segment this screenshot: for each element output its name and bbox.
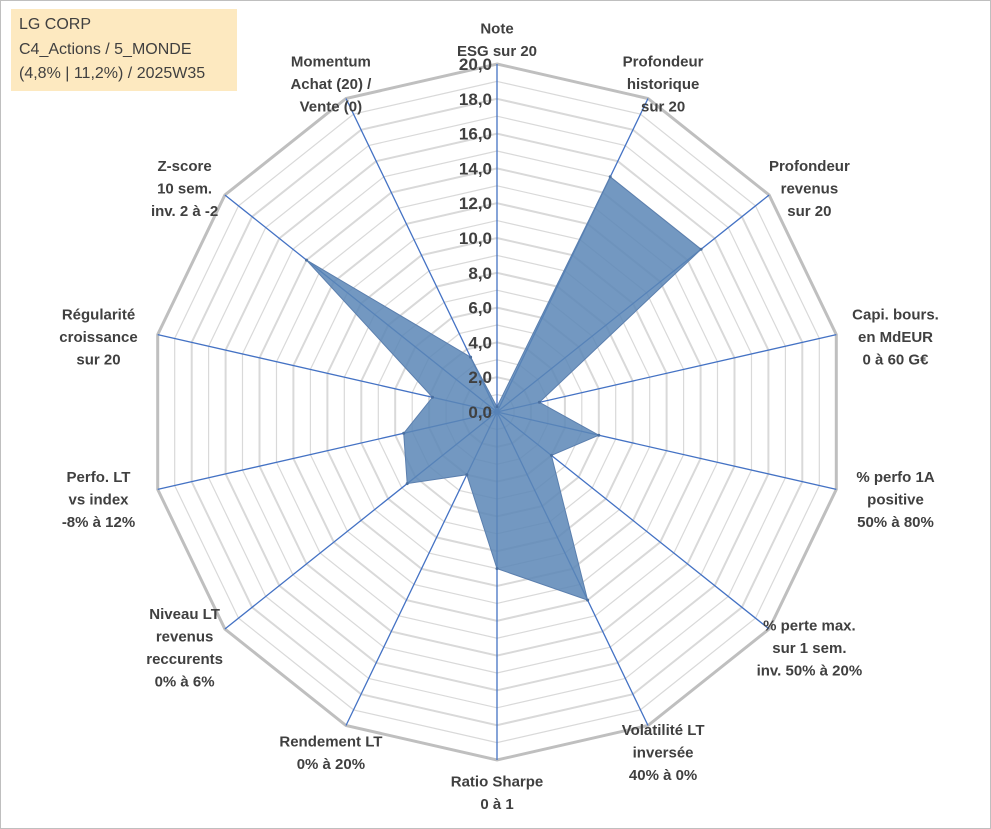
axis-label: Ratio Sharpe 0 à 1 bbox=[451, 774, 544, 814]
series-point bbox=[586, 598, 590, 602]
series-point bbox=[469, 355, 473, 359]
axis-label: Z-score 10 sem. inv. 2 à -2 bbox=[151, 158, 218, 220]
tick-label: 6,0 bbox=[468, 299, 492, 318]
axis-label: Régularité croissance sur 20 bbox=[59, 307, 137, 369]
tick-label: 18,0 bbox=[459, 90, 492, 109]
info-box: LG CORP C4_Actions / 5_MONDE (4,8% | 11,… bbox=[11, 9, 237, 91]
info-category: C4_Actions / 5_MONDE bbox=[19, 40, 192, 58]
tick-label: 8,0 bbox=[468, 264, 492, 283]
tick-label: 10,0 bbox=[459, 229, 492, 248]
axis-label: Note ESG sur 20 bbox=[457, 21, 537, 61]
series-point bbox=[402, 431, 406, 435]
tick-label: 2,0 bbox=[468, 368, 492, 387]
series-point bbox=[549, 453, 553, 457]
spoke-line bbox=[496, 333, 837, 413]
radar-series bbox=[305, 175, 703, 602]
axis-label: % perfo 1A positive 50% à 80% bbox=[856, 469, 935, 531]
axis-label: Profondeur historique sur 20 bbox=[623, 54, 704, 116]
axis-label: Profondeur revenus sur 20 bbox=[769, 158, 850, 220]
radial-tick-labels: 0,0 2,0 4,0 6,0 8,0 10,0 12,0 14,0 16,0 18,0 20,0 bbox=[459, 55, 492, 422]
axis-label: Rendement LT 0% à 20% bbox=[279, 733, 382, 773]
axis-label: Volatilité LT inversée 40% à 0% bbox=[622, 722, 705, 784]
tick-label: 0,0 bbox=[468, 403, 492, 422]
info-period: (4,8% | 11,2%) / 2025W35 bbox=[19, 65, 206, 82]
series-point bbox=[597, 433, 601, 437]
series-point bbox=[608, 175, 612, 179]
tick-label: 12,0 bbox=[459, 194, 492, 213]
tick-label: 16,0 bbox=[459, 125, 492, 144]
series-point bbox=[431, 395, 434, 399]
series-point bbox=[495, 567, 499, 571]
axis-label: Niveau LT revenus reccurents 0% à 6% bbox=[146, 606, 223, 691]
axis-label: % perte max. sur 1 sem. inv. 50% à 20% bbox=[757, 617, 863, 679]
info-company: LG CORP bbox=[19, 16, 92, 33]
series-point bbox=[699, 247, 703, 251]
axis-label: Capi. bours. en MdEUR 0 à 60 G€ bbox=[852, 307, 939, 369]
series-point bbox=[465, 473, 469, 477]
series-point bbox=[537, 400, 541, 404]
series-point bbox=[405, 482, 409, 486]
tick-label: 20,0 bbox=[459, 55, 492, 74]
series-point bbox=[495, 405, 499, 409]
axis-labels: Note ESG sur 20 Profondeur historique sur 20… bbox=[59, 21, 939, 814]
series-point bbox=[305, 258, 308, 262]
tick-label: 14,0 bbox=[459, 159, 492, 178]
axis-label: Momentum Achat (20) / Vente (0) bbox=[290, 54, 372, 116]
tick-label: 4,0 bbox=[468, 333, 492, 352]
axis-label: Perfo. LT vs index -8% à 12% bbox=[62, 469, 135, 531]
